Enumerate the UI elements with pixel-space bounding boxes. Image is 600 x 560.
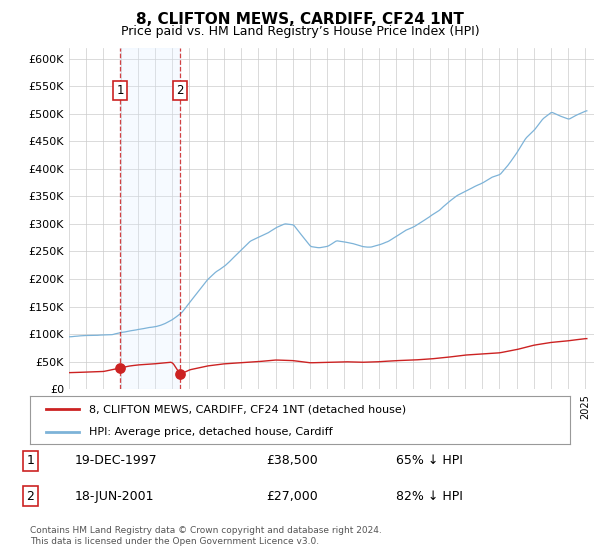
- Text: 8, CLIFTON MEWS, CARDIFF, CF24 1NT (detached house): 8, CLIFTON MEWS, CARDIFF, CF24 1NT (deta…: [89, 404, 407, 414]
- Text: 82% ↓ HPI: 82% ↓ HPI: [396, 489, 463, 503]
- Point: [175, 370, 185, 379]
- Text: 1: 1: [116, 84, 124, 97]
- Text: £38,500: £38,500: [266, 454, 318, 468]
- Bar: [120, 48, 180, 389]
- Text: 19-DEC-1997: 19-DEC-1997: [74, 454, 157, 468]
- Text: 65% ↓ HPI: 65% ↓ HPI: [396, 454, 463, 468]
- Text: Contains HM Land Registry data © Crown copyright and database right 2024.
This d: Contains HM Land Registry data © Crown c…: [30, 526, 382, 546]
- Text: Price paid vs. HM Land Registry’s House Price Index (HPI): Price paid vs. HM Land Registry’s House …: [121, 25, 479, 38]
- Text: 2: 2: [176, 84, 184, 97]
- Point: [115, 363, 125, 372]
- Text: 8, CLIFTON MEWS, CARDIFF, CF24 1NT: 8, CLIFTON MEWS, CARDIFF, CF24 1NT: [136, 12, 464, 27]
- Text: 1: 1: [26, 454, 34, 468]
- Text: HPI: Average price, detached house, Cardiff: HPI: Average price, detached house, Card…: [89, 427, 333, 437]
- Text: £27,000: £27,000: [266, 489, 318, 503]
- Text: 18-JUN-2001: 18-JUN-2001: [74, 489, 154, 503]
- Text: 2: 2: [26, 489, 34, 503]
